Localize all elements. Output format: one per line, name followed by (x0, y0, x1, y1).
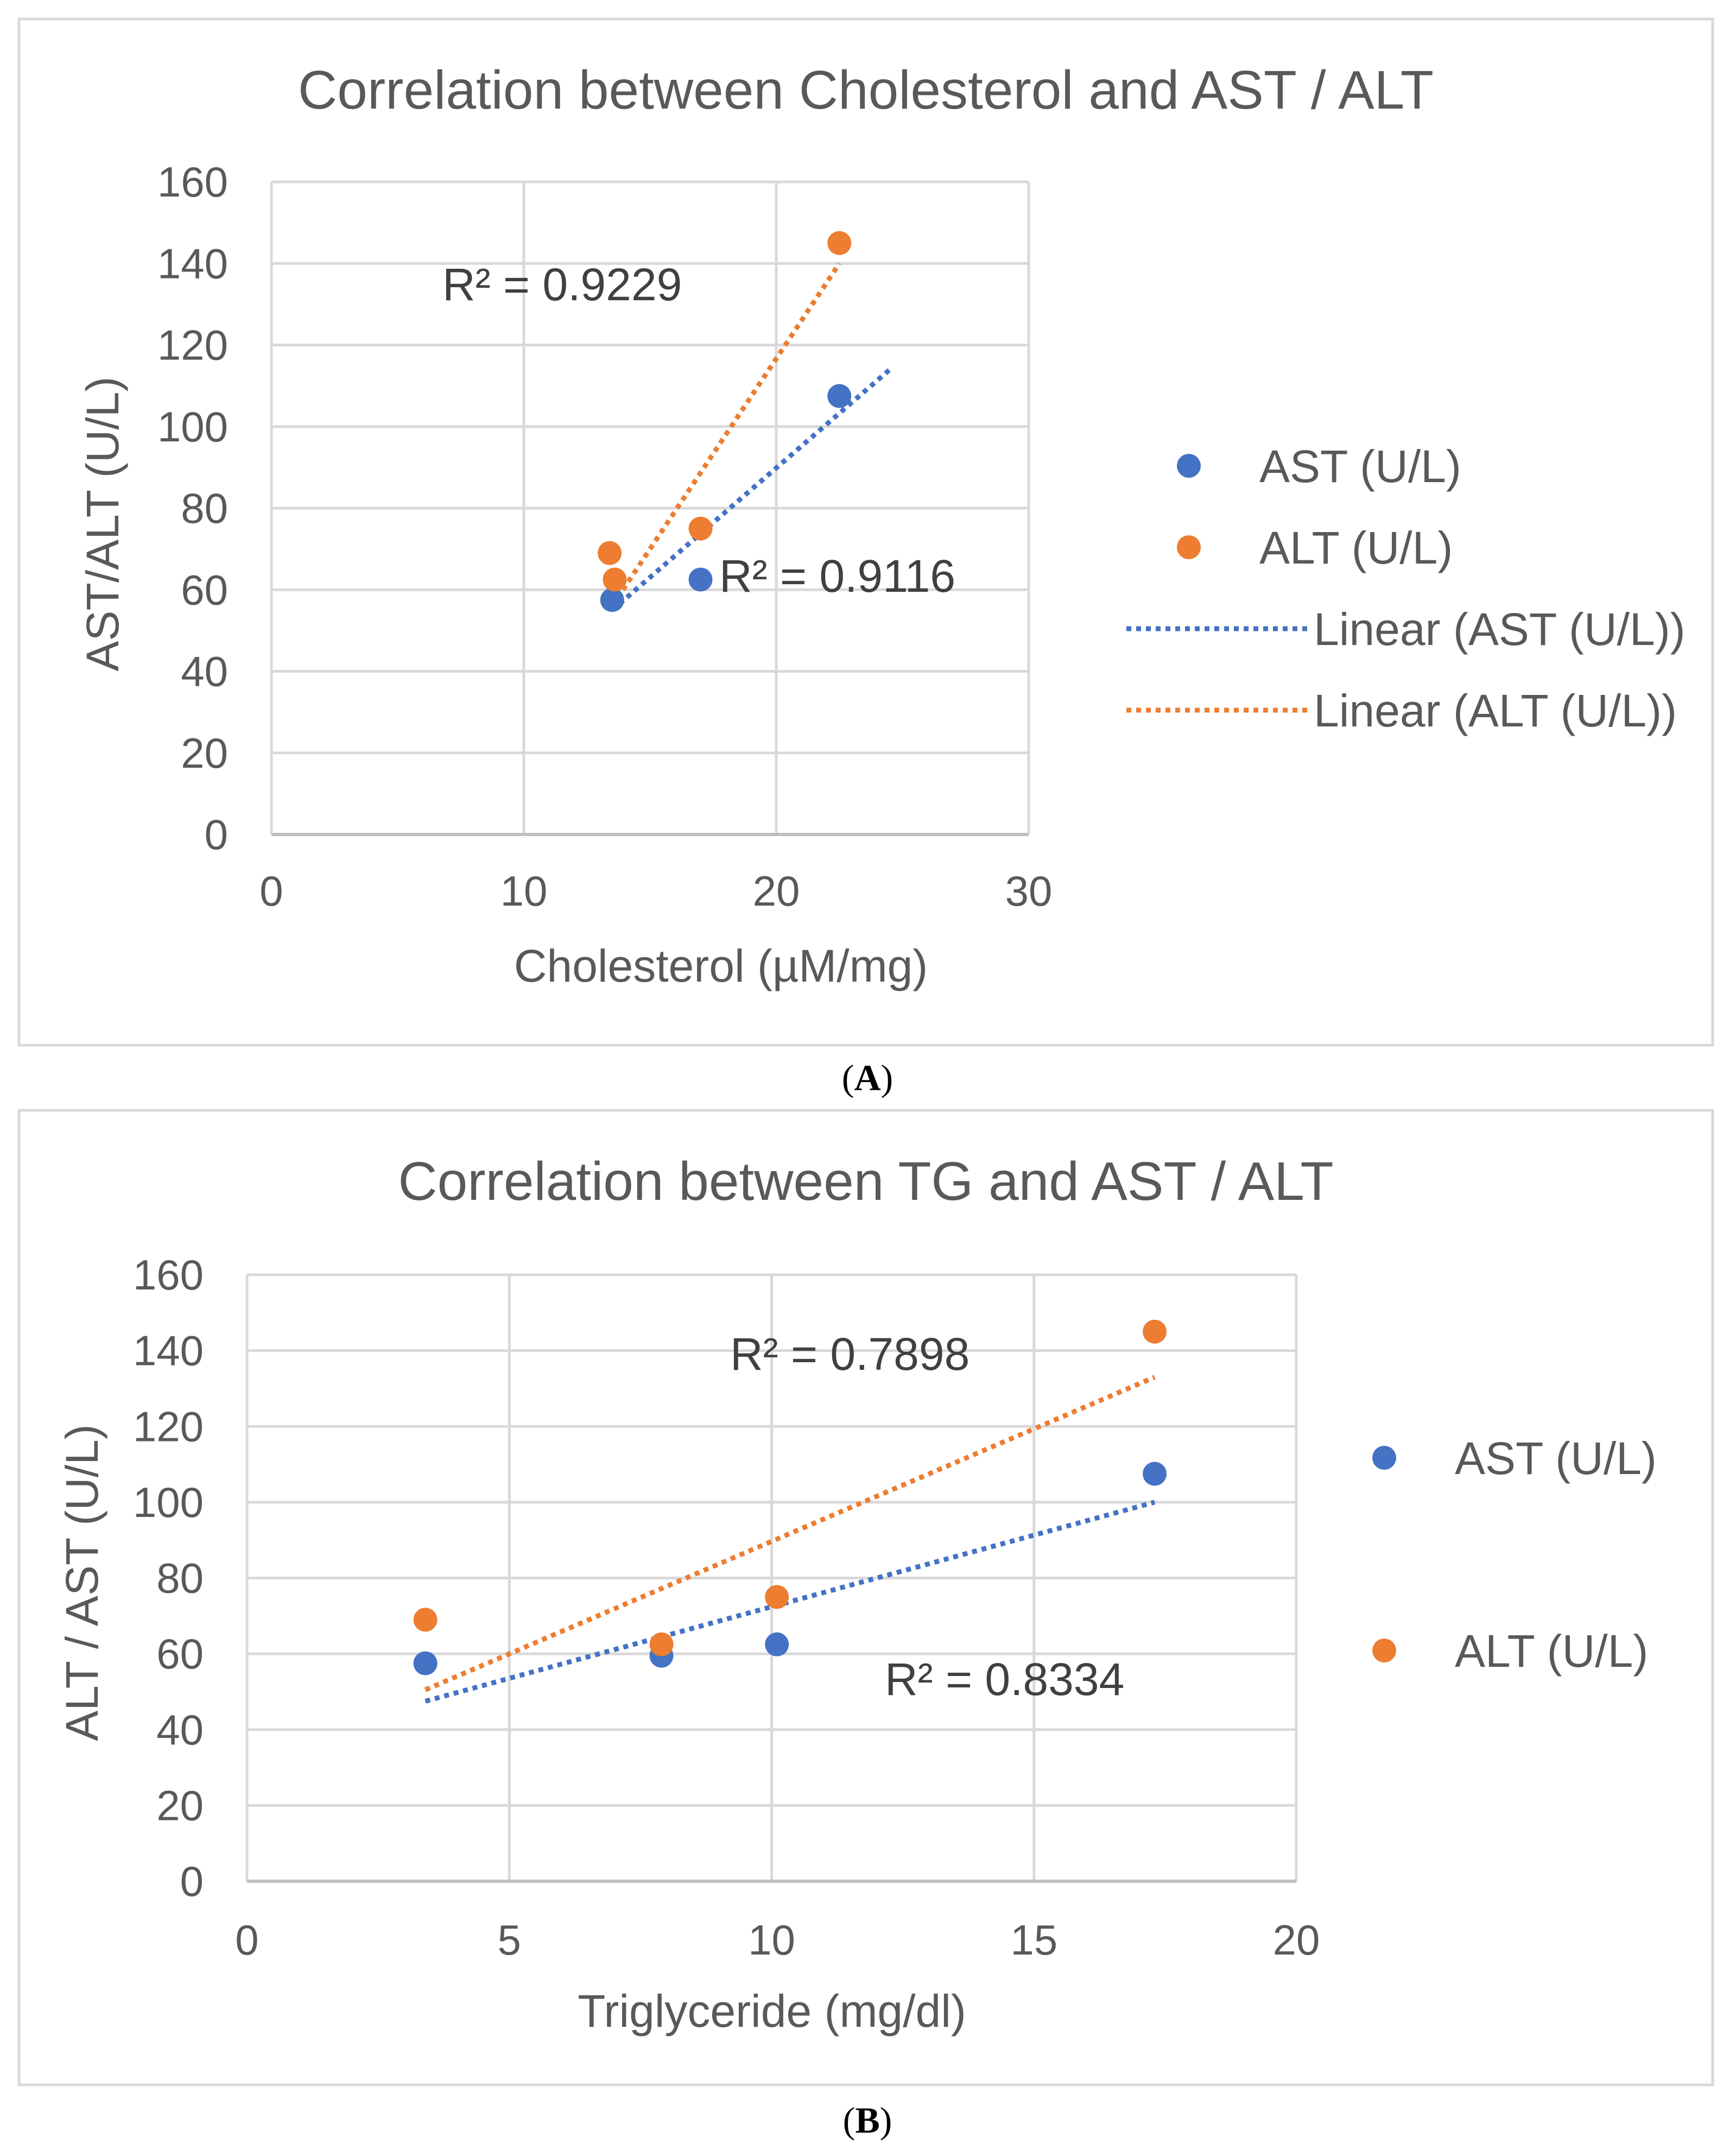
legend-marker-ast-a (1177, 454, 1201, 478)
point-alt-a (603, 567, 627, 592)
legend-label-alt-b: ALT (U/L) (1455, 1626, 1648, 1677)
chart-title-a: Correlation between Cholesterol and AST … (298, 60, 1434, 121)
legend-label-linear-alt-a: Linear (ALT (U/L)) (1314, 685, 1677, 736)
legend-label-ast-a: AST (U/L) (1259, 441, 1461, 492)
x-tick-label-a: 0 (259, 867, 283, 915)
chart-title-b: Correlation between TG and AST / ALT (398, 1151, 1333, 1212)
y-tick-label-a: 120 (157, 321, 228, 369)
point-ast-a (688, 567, 713, 592)
x-tick-label-b: 10 (748, 1916, 795, 1964)
x-tick-label-a: 10 (500, 867, 548, 915)
y-tick-label-a: 100 (157, 403, 228, 451)
y-tick-label-b: 160 (133, 1251, 204, 1299)
r-squared-ast-b: R² = 0.8334 (885, 1654, 1124, 1705)
x-tick-label-b: 5 (498, 1916, 521, 1964)
y-tick-label-b: 20 (156, 1781, 204, 1829)
x-axis-title-b: Triglyceride (mg/dl) (578, 1985, 966, 2037)
r-squared-alt-a: R² = 0.9229 (442, 259, 682, 310)
chart-frame-a (17, 17, 1714, 1047)
trendline-ast-a (610, 368, 892, 612)
point-alt-b (1143, 1319, 1167, 1344)
panel-label-b: (B) (843, 2100, 892, 2141)
y-tick-label-a: 80 (181, 484, 228, 532)
x-tick-label-a: 20 (753, 867, 800, 915)
point-alt-b (765, 1585, 789, 1609)
y-axis-title-a: AST/ALT (U/L) (77, 376, 128, 671)
plot-area-b: 0 20 40 60 80 100 120 140 160 0 5 10 15 20 (133, 1251, 1320, 1964)
panel-label-a: (A) (842, 1057, 893, 1098)
x-tick-label-b: 20 (1273, 1916, 1320, 1964)
y-tick-label-a: 160 (157, 158, 228, 206)
y-tick-label-b: 120 (133, 1402, 204, 1450)
x-tick-label-b: 15 (1010, 1916, 1057, 1964)
point-alt-a (688, 516, 713, 541)
y-axis-title-b: ALT / AST (U/L) (56, 1424, 107, 1741)
plot-area-a: 0 20 40 60 80 100 120 140 160 0 10 20 30 (157, 158, 1053, 915)
y-tick-label-b: 0 (180, 1857, 204, 1905)
point-ast-b (413, 1651, 438, 1675)
chart-frame-b (17, 1109, 1714, 2086)
legend-label-ast-b: AST (U/L) (1455, 1433, 1657, 1484)
x-axis-title-a: Cholesterol (µM/mg) (514, 940, 928, 991)
y-tick-label-b: 40 (156, 1706, 204, 1754)
y-tick-label-a: 20 (181, 729, 228, 777)
legend-b: AST (U/L) ALT (U/L) (1372, 1433, 1657, 1677)
y-tick-label-b: 140 (133, 1327, 204, 1375)
legend-a: AST (U/L) ALT (U/L) Linear (AST (U/L)) Line… (1126, 441, 1686, 736)
x-tick-label-b: 0 (235, 1916, 258, 1964)
x-tick-label-a: 30 (1005, 867, 1053, 915)
legend-marker-ast-b (1372, 1446, 1396, 1470)
legend-marker-alt-a (1177, 535, 1201, 559)
y-tick-label-a: 140 (157, 239, 228, 287)
point-ast-b (1143, 1462, 1167, 1486)
point-alt-b (413, 1608, 438, 1632)
y-tick-label-a: 60 (181, 566, 228, 614)
point-alt-b (649, 1632, 674, 1656)
y-tick-label-b: 60 (156, 1630, 204, 1678)
legend-label-linear-ast-a: Linear (AST (U/L)) (1314, 604, 1686, 655)
point-ast-b (765, 1632, 789, 1656)
trendline-ast-b (425, 1500, 1156, 1704)
y-tick-label-a: 0 (205, 811, 228, 858)
point-alt-a (827, 231, 852, 255)
y-tick-label-a: 40 (181, 648, 228, 695)
legend-label-alt-a: ALT (U/L) (1259, 522, 1453, 573)
point-ast-a (827, 384, 852, 408)
panel-label-b-text: B (855, 2100, 879, 2141)
legend-marker-alt-b (1372, 1639, 1396, 1662)
panel-label-a-text: A (854, 1057, 880, 1098)
y-tick-label-b: 80 (156, 1554, 204, 1602)
point-alt-a (598, 541, 622, 565)
y-tick-label-b: 100 (133, 1478, 204, 1526)
r-squared-alt-b: R² = 0.7898 (730, 1329, 970, 1380)
r-squared-ast-a: R² = 0.9116 (719, 551, 955, 602)
point-ast-a (600, 588, 624, 612)
trendline-alt-a (610, 262, 842, 608)
